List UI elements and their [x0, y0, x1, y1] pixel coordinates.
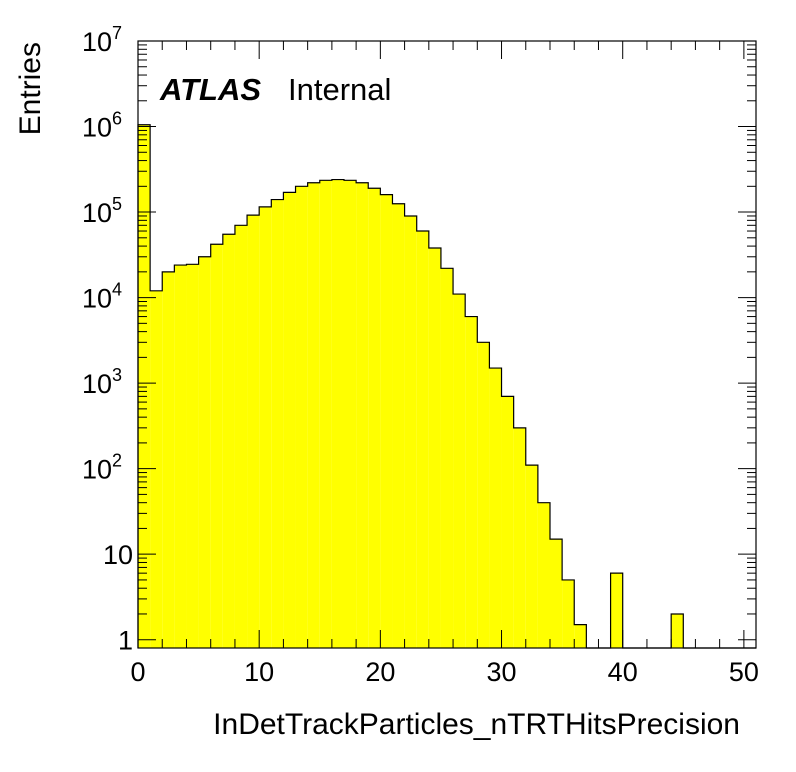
histogram-bar — [222, 234, 235, 648]
y-tick-label: 1 — [118, 626, 133, 656]
plot-frame — [137, 40, 757, 649]
histogram-bar — [453, 294, 466, 648]
histogram-bar — [465, 316, 478, 648]
y-tick-label: 102 — [82, 451, 122, 485]
histogram-bar — [525, 465, 538, 648]
histogram-bar — [174, 265, 187, 648]
histogram-bar — [247, 215, 260, 648]
histogram-bar — [150, 290, 163, 648]
histogram-bar — [537, 502, 550, 648]
histogram-bar — [416, 231, 429, 648]
x-tick-label: 20 — [365, 657, 395, 687]
histogram-bar — [610, 573, 623, 648]
histogram-bar — [210, 244, 223, 648]
x-tick-label: 50 — [729, 657, 759, 687]
histogram-bar — [392, 203, 405, 648]
histogram-bar — [440, 268, 454, 648]
atlas-label: ATLAS — [159, 72, 261, 107]
histogram-bar — [550, 539, 563, 648]
histogram-bar — [162, 271, 175, 648]
y-tick-label: 106 — [82, 109, 122, 143]
histogram-bar — [404, 215, 417, 649]
histogram-bar — [428, 248, 441, 649]
histogram-bars — [138, 124, 684, 649]
histogram-bar — [283, 192, 296, 648]
histogram-bar — [477, 342, 490, 648]
atlas-internal-label: Internal — [288, 72, 391, 107]
histogram-bar — [380, 194, 393, 649]
histogram-bar — [307, 182, 320, 648]
y-tick-label: 105 — [82, 194, 122, 228]
x-tick-labels: 0 10 20 30 40 50 — [130, 657, 758, 687]
histogram-bar — [259, 206, 272, 648]
x-axis-label: InDetTrackParticles_nTRTHitsPrecision — [213, 708, 740, 741]
histogram-bar — [368, 188, 381, 649]
y-tick-label: 10 — [103, 540, 133, 570]
x-tick-label: 0 — [130, 657, 145, 687]
histogram-bar — [501, 396, 514, 648]
axis-ticks — [137, 40, 756, 648]
x-tick-label: 10 — [244, 657, 274, 687]
histogram-bar — [186, 264, 199, 648]
histogram-bar — [319, 180, 332, 648]
histogram-bar — [234, 225, 248, 649]
histogram-bar — [344, 180, 357, 648]
histogram-bar — [671, 613, 684, 648]
y-tick-label: 104 — [82, 280, 122, 314]
histogram-bar — [331, 179, 344, 648]
histogram-bar — [295, 186, 308, 648]
histogram-bar — [489, 368, 502, 648]
histogram-bar — [138, 124, 151, 649]
histogram-bar — [198, 256, 211, 648]
y-tick-label: 103 — [82, 365, 122, 399]
histogram-bar — [574, 624, 587, 648]
y-tick-labels: 1 10 102 103 104 105 106 107 — [82, 23, 133, 656]
histogram-bar — [562, 579, 575, 648]
y-axis-label: Entries — [14, 42, 47, 135]
x-tick-label: 40 — [608, 657, 638, 687]
y-tick-label: 107 — [82, 23, 122, 57]
x-tick-label: 30 — [487, 657, 517, 687]
histogram-bar — [271, 199, 284, 648]
histogram-bar — [356, 182, 369, 648]
histogram-outline — [137, 124, 756, 649]
histogram-bar — [513, 427, 526, 648]
